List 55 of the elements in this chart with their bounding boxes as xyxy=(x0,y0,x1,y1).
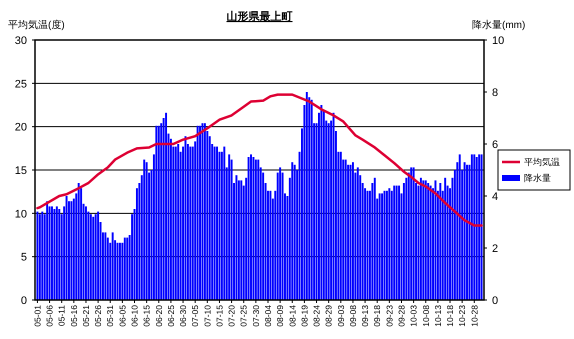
x-tick-label: 08-24 xyxy=(312,304,322,327)
x-tick-label: 10-03 xyxy=(408,304,419,327)
x-tick-label: 10-13 xyxy=(432,304,443,327)
y2-axis-title: 降水量(mm) xyxy=(472,19,526,31)
y-tick-label: 5 xyxy=(20,252,27,264)
x-tick-label: 08-14 xyxy=(287,304,298,327)
y-tick-label: 15 xyxy=(14,165,27,177)
x-tick-label: 09-03 xyxy=(336,304,346,327)
x-tick-label: 05-31 xyxy=(105,304,116,327)
x-tick-label: 06-05 xyxy=(117,304,128,327)
x-tick-label: 06-30 xyxy=(178,304,188,327)
x-tick-label: 10-23 xyxy=(457,304,468,327)
y2-tick-label: 0 xyxy=(492,295,498,307)
legend-label: 降水量 xyxy=(524,173,551,183)
x-tick-label: 05-16 xyxy=(68,304,79,327)
y-tick-label: 0 xyxy=(20,295,27,307)
x-tick-label: 09-18 xyxy=(372,304,382,327)
x-tick-label: 08-09 xyxy=(275,304,286,327)
y-tick-label: 30 xyxy=(14,35,27,47)
y2-tick-label: 10 xyxy=(492,35,504,47)
x-tick-label: 07-15 xyxy=(214,304,224,327)
x-tick-label: 08-19 xyxy=(299,304,310,327)
chart-title: 山形県最上町 xyxy=(226,10,292,23)
y2-tick-label: 4 xyxy=(492,191,498,203)
x-tick-label: 10-18 xyxy=(445,304,456,327)
x-tick-label: 09-28 xyxy=(396,304,406,327)
x-tick-label: 10-28 xyxy=(469,304,480,327)
y-tick-label: 25 xyxy=(14,78,27,90)
x-tick-label: 05-26 xyxy=(93,304,104,327)
x-tick-label: 09-13 xyxy=(360,304,370,327)
x-tick-label: 07-10 xyxy=(202,304,212,327)
x-tick-label: 09-08 xyxy=(348,304,358,327)
x-tick-label: 07-25 xyxy=(238,304,249,327)
x-tick-label: 05-06 xyxy=(44,304,55,327)
x-tick-label: 09-23 xyxy=(384,304,394,327)
y2-tick-label: 6 xyxy=(492,139,498,151)
x-tick-label: 06-20 xyxy=(154,304,164,327)
y-tick-label: 20 xyxy=(14,122,27,134)
y-axis-title: 平均気温(度) xyxy=(8,19,65,31)
x-tick-label: 06-10 xyxy=(130,304,140,327)
x-tick-label: 07-30 xyxy=(250,304,261,327)
x-tick-label: 06-25 xyxy=(166,304,176,327)
x-tick-label: 10-08 xyxy=(420,304,431,327)
legend-label: 平均気温 xyxy=(524,157,560,167)
y2-tick-label: 2 xyxy=(492,243,498,255)
x-tick-label: 08-04 xyxy=(262,304,273,327)
x-tick-label: 05-01 xyxy=(32,304,42,327)
x-tick-label: 06-15 xyxy=(142,304,152,327)
x-tick-label: 07-05 xyxy=(190,304,200,327)
y-tick-label: 10 xyxy=(14,208,27,220)
x-tick-label: 05-21 xyxy=(80,304,91,327)
x-tick-label: 08-29 xyxy=(324,304,334,327)
x-tick-label: 05-11 xyxy=(56,304,67,326)
y2-tick-label: 8 xyxy=(492,87,498,99)
x-tick-label: 07-20 xyxy=(226,304,237,327)
